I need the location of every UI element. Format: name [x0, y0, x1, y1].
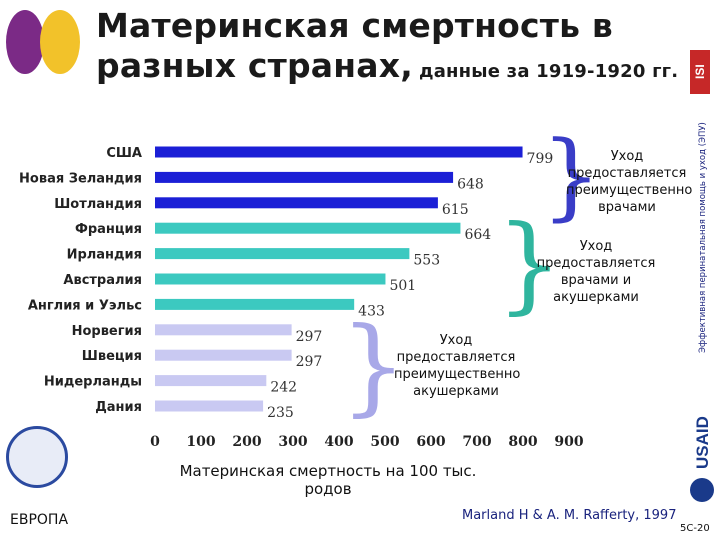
bar	[155, 349, 292, 361]
x-tick-label: 300	[278, 434, 307, 450]
group-brace: }	[340, 305, 407, 427]
data-label: 553	[413, 253, 440, 269]
group-brace: }	[541, 121, 601, 231]
bar	[155, 248, 410, 260]
data-label: 297	[296, 354, 323, 370]
x-tick-label: 500	[370, 434, 399, 450]
category-label: Австралия	[63, 273, 142, 288]
bar	[155, 273, 386, 285]
data-label: 297	[296, 329, 323, 345]
bar	[155, 197, 438, 209]
slide-number: 5C-20	[680, 523, 710, 534]
category-label: Нидерланды	[44, 375, 142, 390]
category-label: Ирландия	[67, 248, 142, 263]
category-label: Шотландия	[54, 197, 142, 212]
category-label: Дания	[95, 400, 142, 415]
x-tick-label: 400	[324, 434, 353, 450]
logo-mother-icon	[6, 10, 44, 74]
annotation-midwives: Уход предоставляется преимущественно аку…	[394, 333, 521, 399]
data-label: 799	[527, 151, 554, 167]
data-label: 664	[464, 227, 491, 243]
bar	[155, 171, 454, 183]
bar	[155, 324, 292, 336]
who-emblem-icon	[6, 426, 68, 488]
bar	[155, 146, 523, 158]
group-brace: }	[496, 203, 563, 325]
isi-logo	[690, 50, 710, 94]
slide-title: Материнская смертность в разных странах,…	[96, 6, 720, 92]
category-label: Швеция	[82, 349, 142, 364]
annotation-mixed: Уход предоставляется врачами и акушеркам…	[536, 239, 656, 305]
source-citation: Marland H & A. M. Rafferty, 1997	[462, 508, 677, 523]
category-label: Новая Зеландия	[19, 171, 142, 186]
x-tick-label: 700	[462, 434, 491, 450]
category-label: Франция	[75, 222, 142, 237]
category-label: США	[106, 146, 142, 161]
title-main: Материнская смертность в разных странах,	[96, 6, 613, 85]
x-tick-label: 0	[150, 434, 160, 450]
logo-child-icon	[40, 10, 80, 74]
category-label: Норвегия	[72, 324, 142, 339]
category-label: Англия и Уэльс	[28, 298, 142, 313]
bar	[155, 222, 461, 234]
x-tick-label: 200	[232, 434, 261, 450]
title-sub: данные за 1919-1920 гг.	[418, 61, 679, 82]
who-region-label: ЕВРОПА	[10, 512, 69, 528]
bar	[155, 375, 267, 387]
bar	[155, 400, 264, 412]
usaid-seal-icon	[690, 478, 714, 502]
bar	[155, 298, 355, 310]
x-tick-label: 600	[416, 434, 445, 450]
x-tick-label: 900	[554, 434, 583, 450]
x-tick-label: 800	[508, 434, 537, 450]
data-label: 433	[358, 303, 385, 319]
x-tick-label: 100	[186, 434, 215, 450]
data-label: 235	[267, 405, 294, 421]
data-label: 615	[442, 202, 469, 218]
annotation-physicians: Уход предоставляется преимущественно вра…	[566, 149, 693, 215]
data-label: 648	[457, 176, 484, 192]
data-label: 501	[389, 278, 416, 294]
x-axis-label: Материнская смертность на 100 тыс. родов	[179, 462, 477, 498]
data-label: 242	[270, 380, 297, 396]
